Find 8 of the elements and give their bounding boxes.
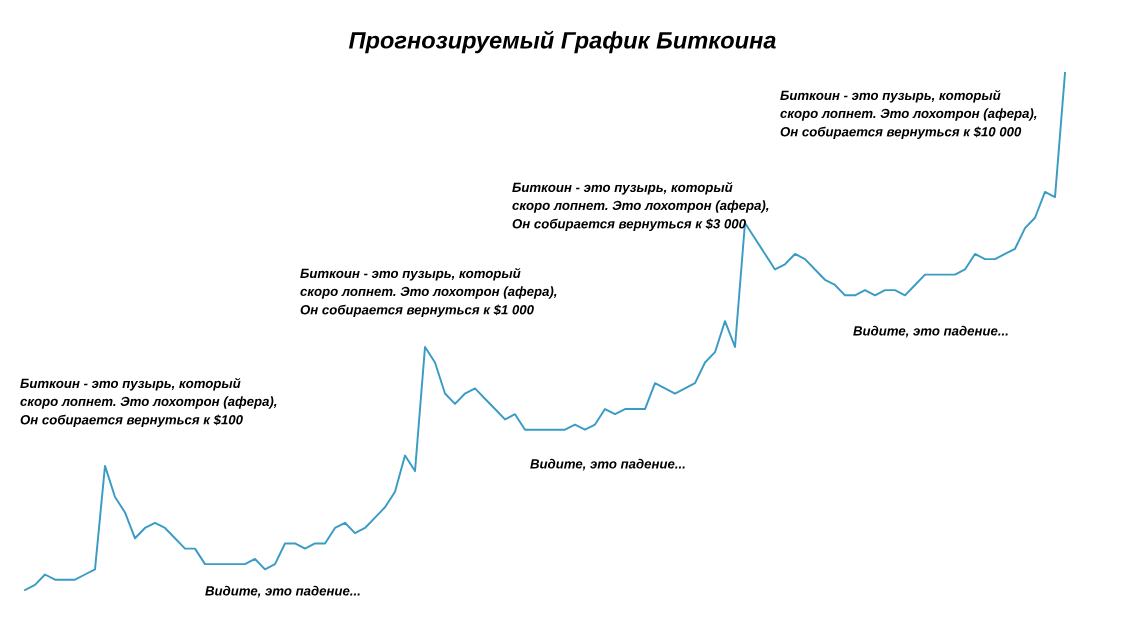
annotation: Видите, это падение... [853, 325, 1008, 338]
chart-title: Прогнозируемый График Биткоина [348, 30, 776, 54]
annotation: Биткоин - это пузырь, который скоро лопнет. Это лохотрон (афера), Он собирается вернуться к $10 000 [780, 90, 1037, 140]
annotation: Биткоин - это пузырь, который скоро лопнет. Это лохотрон (афера), Он собирается вернуться к $100 [20, 378, 277, 428]
annotation: Биткоин - это пузырь, который скоро лопнет. Это лохотрон (афера), Он собирается вернуться к $3 000 [512, 182, 769, 232]
annotation: Видите, это падение... [530, 458, 685, 471]
annotation: Видите, это падение... [205, 585, 360, 598]
annotation: Биткоин - это пузырь, который скоро лопнет. Это лохотрон (афера), Он собирается вернуться к $1 000 [300, 268, 557, 318]
